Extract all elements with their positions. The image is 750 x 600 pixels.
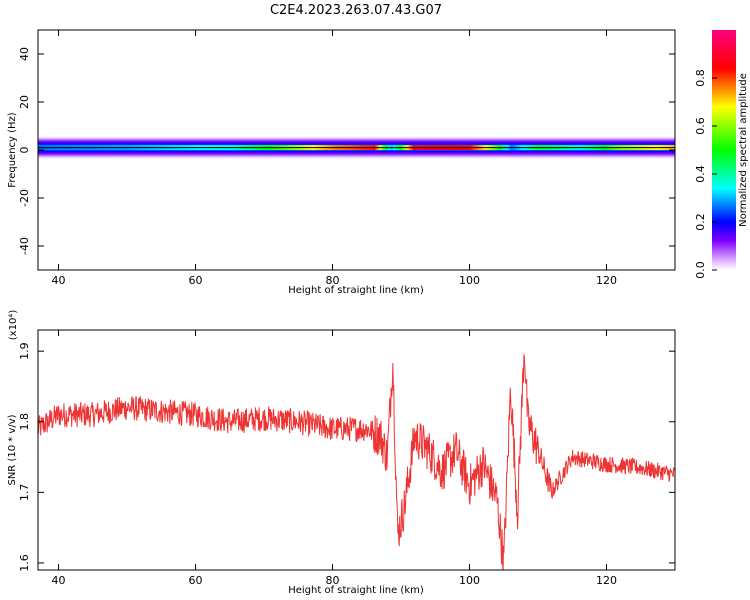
x-tick-label: 100 [459,574,480,587]
spectrogram-y-ticks: -40 -20 0 20 40 [18,47,675,255]
spectrogram-x-ticks: 40 60 80 100 120 [52,30,617,287]
colorbar: 0.0 0.2 0.4 0.6 0.8 Normalized spectral ampl… [694,30,749,279]
x-tick-label: 40 [52,274,66,287]
colorbar-tick-label: 0.4 [694,165,707,183]
snr-panel: 40 60 80 100 120 1.6 1.7 1.8 1.9 Height of stra… [7,310,676,596]
snr-x-ticks: 40 60 80 100 120 [52,330,617,587]
y-tick-label: 0 [18,147,31,154]
colorbar-ticks: 0.0 0.2 0.4 0.6 0.8 [694,69,717,279]
colorbar-tick-label: 0.8 [694,69,707,87]
y-tick-label: 40 [18,47,31,61]
snr-frame [37,329,676,571]
colorbar-label: Normalized spectral amplitude [738,73,749,227]
figure-title: C2E4.2023.263.07.43.G07 [270,3,442,18]
spectrogram-y-label: Frequency (Hz) [7,112,18,188]
colorbar-tick-label: 0.6 [694,117,707,135]
snr-series-line [38,354,675,570]
snr-y-label: SNR (10 * v/v) [7,414,18,485]
colorbar-tick-label: 0.0 [694,261,707,279]
x-tick-label: 120 [596,574,617,587]
x-tick-label: 60 [189,274,203,287]
snr-y-scale-label: (x10⁴) [8,310,19,341]
x-tick-label: 120 [596,274,617,287]
x-tick-label: 80 [326,274,340,287]
snr-y-ticks: 1.6 1.7 1.8 1.9 [18,342,675,572]
colorbar-gradient [712,30,736,270]
x-tick-label: 60 [189,574,203,587]
spectrogram-x-label: Height of straight line (km) [288,285,424,296]
snr-x-label: Height of straight line (km) [288,585,424,596]
y-tick-label: 1.8 [18,413,31,431]
y-tick-label: -40 [18,237,31,255]
spectrogram-band [38,135,675,160]
colorbar-tick-label: 0.2 [694,213,707,231]
y-tick-label: 1.9 [18,342,31,360]
y-tick-label: 1.6 [18,554,31,572]
x-tick-label: 100 [459,274,480,287]
y-tick-label: -20 [18,189,31,207]
y-tick-label: 20 [18,95,31,109]
x-tick-label: 80 [326,574,340,587]
x-tick-label: 40 [52,574,66,587]
y-tick-label: 1.7 [18,484,31,502]
spectrogram-panel: 40 60 80 100 120 -40 -20 0 20 40 Height of strai… [7,29,676,296]
